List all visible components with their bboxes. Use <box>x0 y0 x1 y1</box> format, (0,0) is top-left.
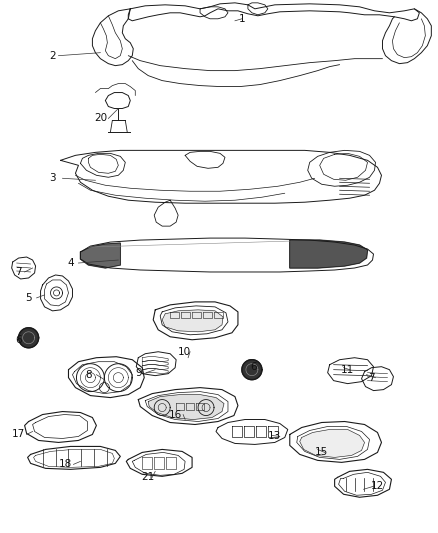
Text: 15: 15 <box>315 447 328 457</box>
Polygon shape <box>81 243 120 268</box>
Text: 2: 2 <box>49 51 56 61</box>
Text: 16: 16 <box>169 409 182 419</box>
Text: 4: 4 <box>67 258 74 268</box>
Text: 11: 11 <box>341 365 354 375</box>
Text: 17: 17 <box>12 430 25 440</box>
Text: 12: 12 <box>371 481 384 491</box>
Polygon shape <box>242 360 262 379</box>
Polygon shape <box>162 310 223 332</box>
Text: 1: 1 <box>239 14 245 24</box>
Polygon shape <box>290 240 367 268</box>
Text: 3: 3 <box>49 173 56 183</box>
Text: 18: 18 <box>59 459 72 470</box>
Text: 13: 13 <box>268 431 282 441</box>
Text: 10: 10 <box>177 347 191 357</box>
Text: 7: 7 <box>368 373 375 383</box>
Text: 9: 9 <box>135 368 141 378</box>
Text: 20: 20 <box>94 114 107 124</box>
Text: 6: 6 <box>15 335 22 345</box>
Text: 6: 6 <box>251 362 257 372</box>
Polygon shape <box>19 328 39 348</box>
Text: 8: 8 <box>85 370 92 379</box>
Text: 7: 7 <box>15 267 22 277</box>
Text: 5: 5 <box>25 293 32 303</box>
Text: 21: 21 <box>141 472 155 482</box>
Polygon shape <box>148 394 224 419</box>
Polygon shape <box>300 430 364 457</box>
